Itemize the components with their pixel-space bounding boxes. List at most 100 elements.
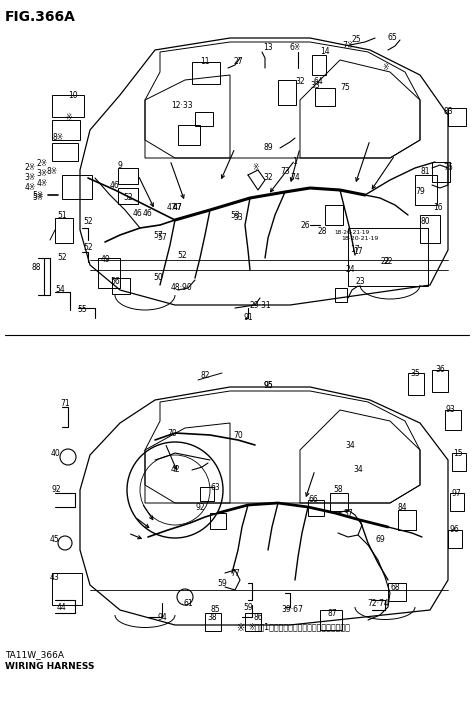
Text: 55: 55 bbox=[77, 305, 87, 315]
Text: 8※: 8※ bbox=[46, 168, 57, 176]
Text: 42: 42 bbox=[170, 466, 180, 474]
Text: 40: 40 bbox=[51, 449, 61, 457]
Text: 47: 47 bbox=[173, 204, 183, 212]
Text: 57: 57 bbox=[153, 230, 163, 240]
Text: 2※: 2※ bbox=[36, 158, 47, 168]
Text: 66: 66 bbox=[308, 495, 318, 505]
Bar bbox=[308, 500, 324, 516]
Bar bbox=[445, 410, 461, 430]
Bar bbox=[448, 108, 466, 126]
Text: 77: 77 bbox=[230, 569, 240, 577]
Text: 39·67: 39·67 bbox=[281, 606, 303, 614]
Bar bbox=[432, 162, 450, 182]
Text: 71: 71 bbox=[60, 398, 70, 408]
Text: 18·20·21·19: 18·20·21·19 bbox=[341, 235, 379, 240]
Text: 75: 75 bbox=[340, 84, 350, 92]
Text: 52: 52 bbox=[177, 251, 187, 259]
Bar bbox=[118, 188, 138, 204]
Text: 22: 22 bbox=[383, 258, 393, 266]
Text: ※: ※ bbox=[382, 63, 388, 73]
Text: 92: 92 bbox=[51, 485, 61, 495]
Text: 57: 57 bbox=[157, 233, 167, 243]
Text: 45: 45 bbox=[50, 536, 60, 544]
Text: 81: 81 bbox=[420, 168, 430, 176]
Bar bbox=[312, 55, 326, 75]
Bar bbox=[450, 493, 464, 511]
Text: 29·31: 29·31 bbox=[249, 300, 271, 310]
Bar bbox=[178, 125, 200, 145]
Text: 9: 9 bbox=[118, 161, 122, 169]
Text: 52: 52 bbox=[123, 194, 133, 202]
Bar bbox=[278, 80, 296, 105]
Text: 23: 23 bbox=[355, 277, 365, 287]
Text: 7※: 7※ bbox=[342, 40, 354, 50]
Text: 51: 51 bbox=[57, 210, 67, 220]
Text: ※: ※ bbox=[252, 163, 258, 173]
Text: 3※: 3※ bbox=[36, 168, 47, 178]
Text: 52: 52 bbox=[83, 217, 93, 227]
Text: 46: 46 bbox=[143, 209, 153, 217]
Bar bbox=[195, 112, 213, 126]
Bar bbox=[98, 258, 120, 288]
Text: 50: 50 bbox=[153, 274, 163, 282]
Text: 47: 47 bbox=[167, 204, 177, 212]
Bar bbox=[62, 175, 92, 199]
Text: 70: 70 bbox=[233, 431, 243, 439]
Text: WIRING HARNESS: WIRING HARNESS bbox=[5, 662, 94, 671]
Text: 94: 94 bbox=[157, 613, 167, 621]
Text: 28: 28 bbox=[317, 228, 327, 236]
Bar bbox=[320, 610, 342, 630]
Bar bbox=[335, 288, 347, 302]
Bar bbox=[118, 168, 138, 184]
Text: 32: 32 bbox=[263, 174, 273, 182]
Text: 54: 54 bbox=[55, 286, 65, 294]
Text: 6※: 6※ bbox=[289, 43, 301, 53]
Text: 36: 36 bbox=[435, 366, 445, 374]
Text: 14: 14 bbox=[320, 48, 330, 56]
Text: 89: 89 bbox=[263, 143, 273, 153]
Text: 82: 82 bbox=[200, 371, 210, 379]
Text: 83: 83 bbox=[443, 107, 453, 117]
Bar bbox=[325, 205, 343, 225]
Bar bbox=[348, 228, 428, 286]
Text: 95: 95 bbox=[263, 380, 273, 390]
Text: 18·20·21·19: 18·20·21·19 bbox=[334, 230, 370, 235]
Text: 70: 70 bbox=[167, 428, 177, 438]
Text: 3※: 3※ bbox=[24, 174, 36, 182]
Text: 27: 27 bbox=[233, 58, 243, 66]
Text: 69: 69 bbox=[375, 536, 385, 544]
Text: 76: 76 bbox=[443, 163, 453, 173]
Text: 93: 93 bbox=[445, 405, 455, 415]
Text: 53: 53 bbox=[230, 210, 240, 220]
Bar bbox=[205, 613, 221, 631]
Text: ※㜏は1のインナーパーツであることを示す。: ※㜏は1のインナーパーツであることを示す。 bbox=[248, 623, 350, 631]
Text: 43: 43 bbox=[50, 572, 60, 582]
Bar bbox=[315, 88, 335, 106]
Text: 12·33: 12·33 bbox=[171, 101, 193, 109]
Text: 59: 59 bbox=[243, 603, 253, 611]
Text: 44: 44 bbox=[57, 603, 67, 611]
Text: 17: 17 bbox=[350, 246, 360, 254]
Text: ※: ※ bbox=[236, 623, 244, 633]
Bar bbox=[388, 583, 406, 601]
Text: 17: 17 bbox=[353, 248, 363, 256]
Bar bbox=[408, 373, 424, 395]
Text: FIG.366A: FIG.366A bbox=[5, 10, 76, 24]
Text: 34: 34 bbox=[353, 466, 363, 474]
Text: 48·90: 48·90 bbox=[171, 284, 193, 292]
Text: 4※: 4※ bbox=[36, 179, 47, 187]
Text: 49: 49 bbox=[101, 256, 111, 264]
Text: 5※: 5※ bbox=[32, 191, 44, 199]
Text: 35: 35 bbox=[410, 369, 420, 377]
Text: 72·74: 72·74 bbox=[367, 598, 389, 608]
Bar bbox=[200, 487, 214, 501]
Bar bbox=[112, 278, 130, 294]
Text: 64: 64 bbox=[313, 78, 323, 86]
Text: 11: 11 bbox=[200, 58, 210, 66]
Bar bbox=[52, 95, 84, 117]
Text: 37: 37 bbox=[343, 508, 353, 518]
Text: 38: 38 bbox=[207, 613, 217, 623]
Text: 22: 22 bbox=[380, 258, 390, 266]
Text: 53: 53 bbox=[233, 214, 243, 222]
Text: 79: 79 bbox=[415, 187, 425, 197]
